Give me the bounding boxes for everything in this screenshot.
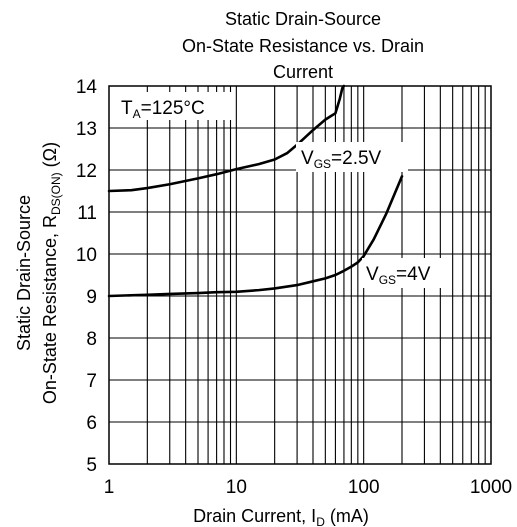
series-curves bbox=[107, 84, 404, 298]
annotation-vgs25-main: V bbox=[301, 148, 314, 169]
vgs4-label-bg bbox=[362, 258, 442, 288]
annotation-vgs4: VGS=4V bbox=[366, 264, 431, 287]
x-axis-label-main: Drain Current, I bbox=[193, 506, 316, 526]
annotation-vgs4-main: V bbox=[366, 264, 379, 285]
annotation-vgs4-rest: =4V bbox=[396, 264, 431, 285]
series-line-vgs-2-5v bbox=[107, 84, 346, 193]
x-axis-label-unit: (mA) bbox=[325, 506, 369, 526]
title-line-1: Static Drain-Source bbox=[225, 9, 381, 29]
y-tick-labels: 5 6 7 8 9 10 11 12 13 14 bbox=[76, 77, 98, 476]
y-tick-label: 13 bbox=[76, 119, 97, 140]
x-tick-label: 1000 bbox=[470, 477, 512, 498]
x-tick-labels: 1 10 100 1000 bbox=[104, 477, 512, 498]
plot-frame bbox=[108, 85, 492, 465]
x-tick-label: 100 bbox=[348, 477, 380, 498]
y-axis-label-line-2-unit: (Ω) bbox=[40, 142, 60, 172]
y-axis-label-line-1: Static Drain-Source bbox=[14, 195, 34, 351]
y-axis-label-line-2-sub: DS(ON) bbox=[49, 172, 63, 215]
y-tick-label: 10 bbox=[76, 245, 97, 266]
y-tick-label: 8 bbox=[86, 329, 97, 350]
annotation-vgs25-sub: GS bbox=[314, 157, 331, 171]
annotation-vgs25: VGS=2.5V bbox=[301, 148, 382, 171]
title-line-2: On-State Resistance vs. Drain bbox=[182, 36, 424, 56]
x-axis-label-sub: D bbox=[316, 515, 325, 527]
annotation-vgs25-rest: =2.5V bbox=[331, 148, 382, 169]
y-tick-label: 9 bbox=[86, 287, 97, 308]
annotation-ta-rest: =125°C bbox=[141, 98, 205, 119]
vgs25-label-bg bbox=[296, 142, 408, 172]
y-tick-label: 14 bbox=[76, 77, 98, 98]
title-line-3: Current bbox=[273, 62, 333, 82]
x-tick-label: 10 bbox=[226, 477, 247, 498]
y-axis-label-line-2: On-State Resistance, RDS(ON) (Ω) bbox=[40, 142, 63, 404]
annotation-vgs4-sub: GS bbox=[379, 273, 396, 287]
x-tick-label: 1 bbox=[104, 477, 115, 498]
annotation-ta-main: T bbox=[121, 98, 133, 119]
y-tick-label: 5 bbox=[86, 455, 97, 476]
x-axis-label: Drain Current, ID (mA) bbox=[193, 506, 369, 527]
annotation-ta: TA=125°C bbox=[121, 98, 205, 121]
y-axis-label-line-2-main: On-State Resistance, R bbox=[40, 215, 60, 404]
annotation-ta-sub: A bbox=[133, 107, 141, 121]
y-tick-label: 12 bbox=[76, 161, 97, 182]
y-tick-label: 7 bbox=[86, 371, 97, 392]
y-tick-label: 6 bbox=[86, 413, 97, 434]
series-line-vgs-4v bbox=[107, 175, 404, 298]
y-tick-label: 11 bbox=[77, 203, 97, 224]
ta-label-bg bbox=[112, 92, 232, 120]
chart-title: Static Drain-Source On-State Resistance … bbox=[182, 9, 424, 82]
